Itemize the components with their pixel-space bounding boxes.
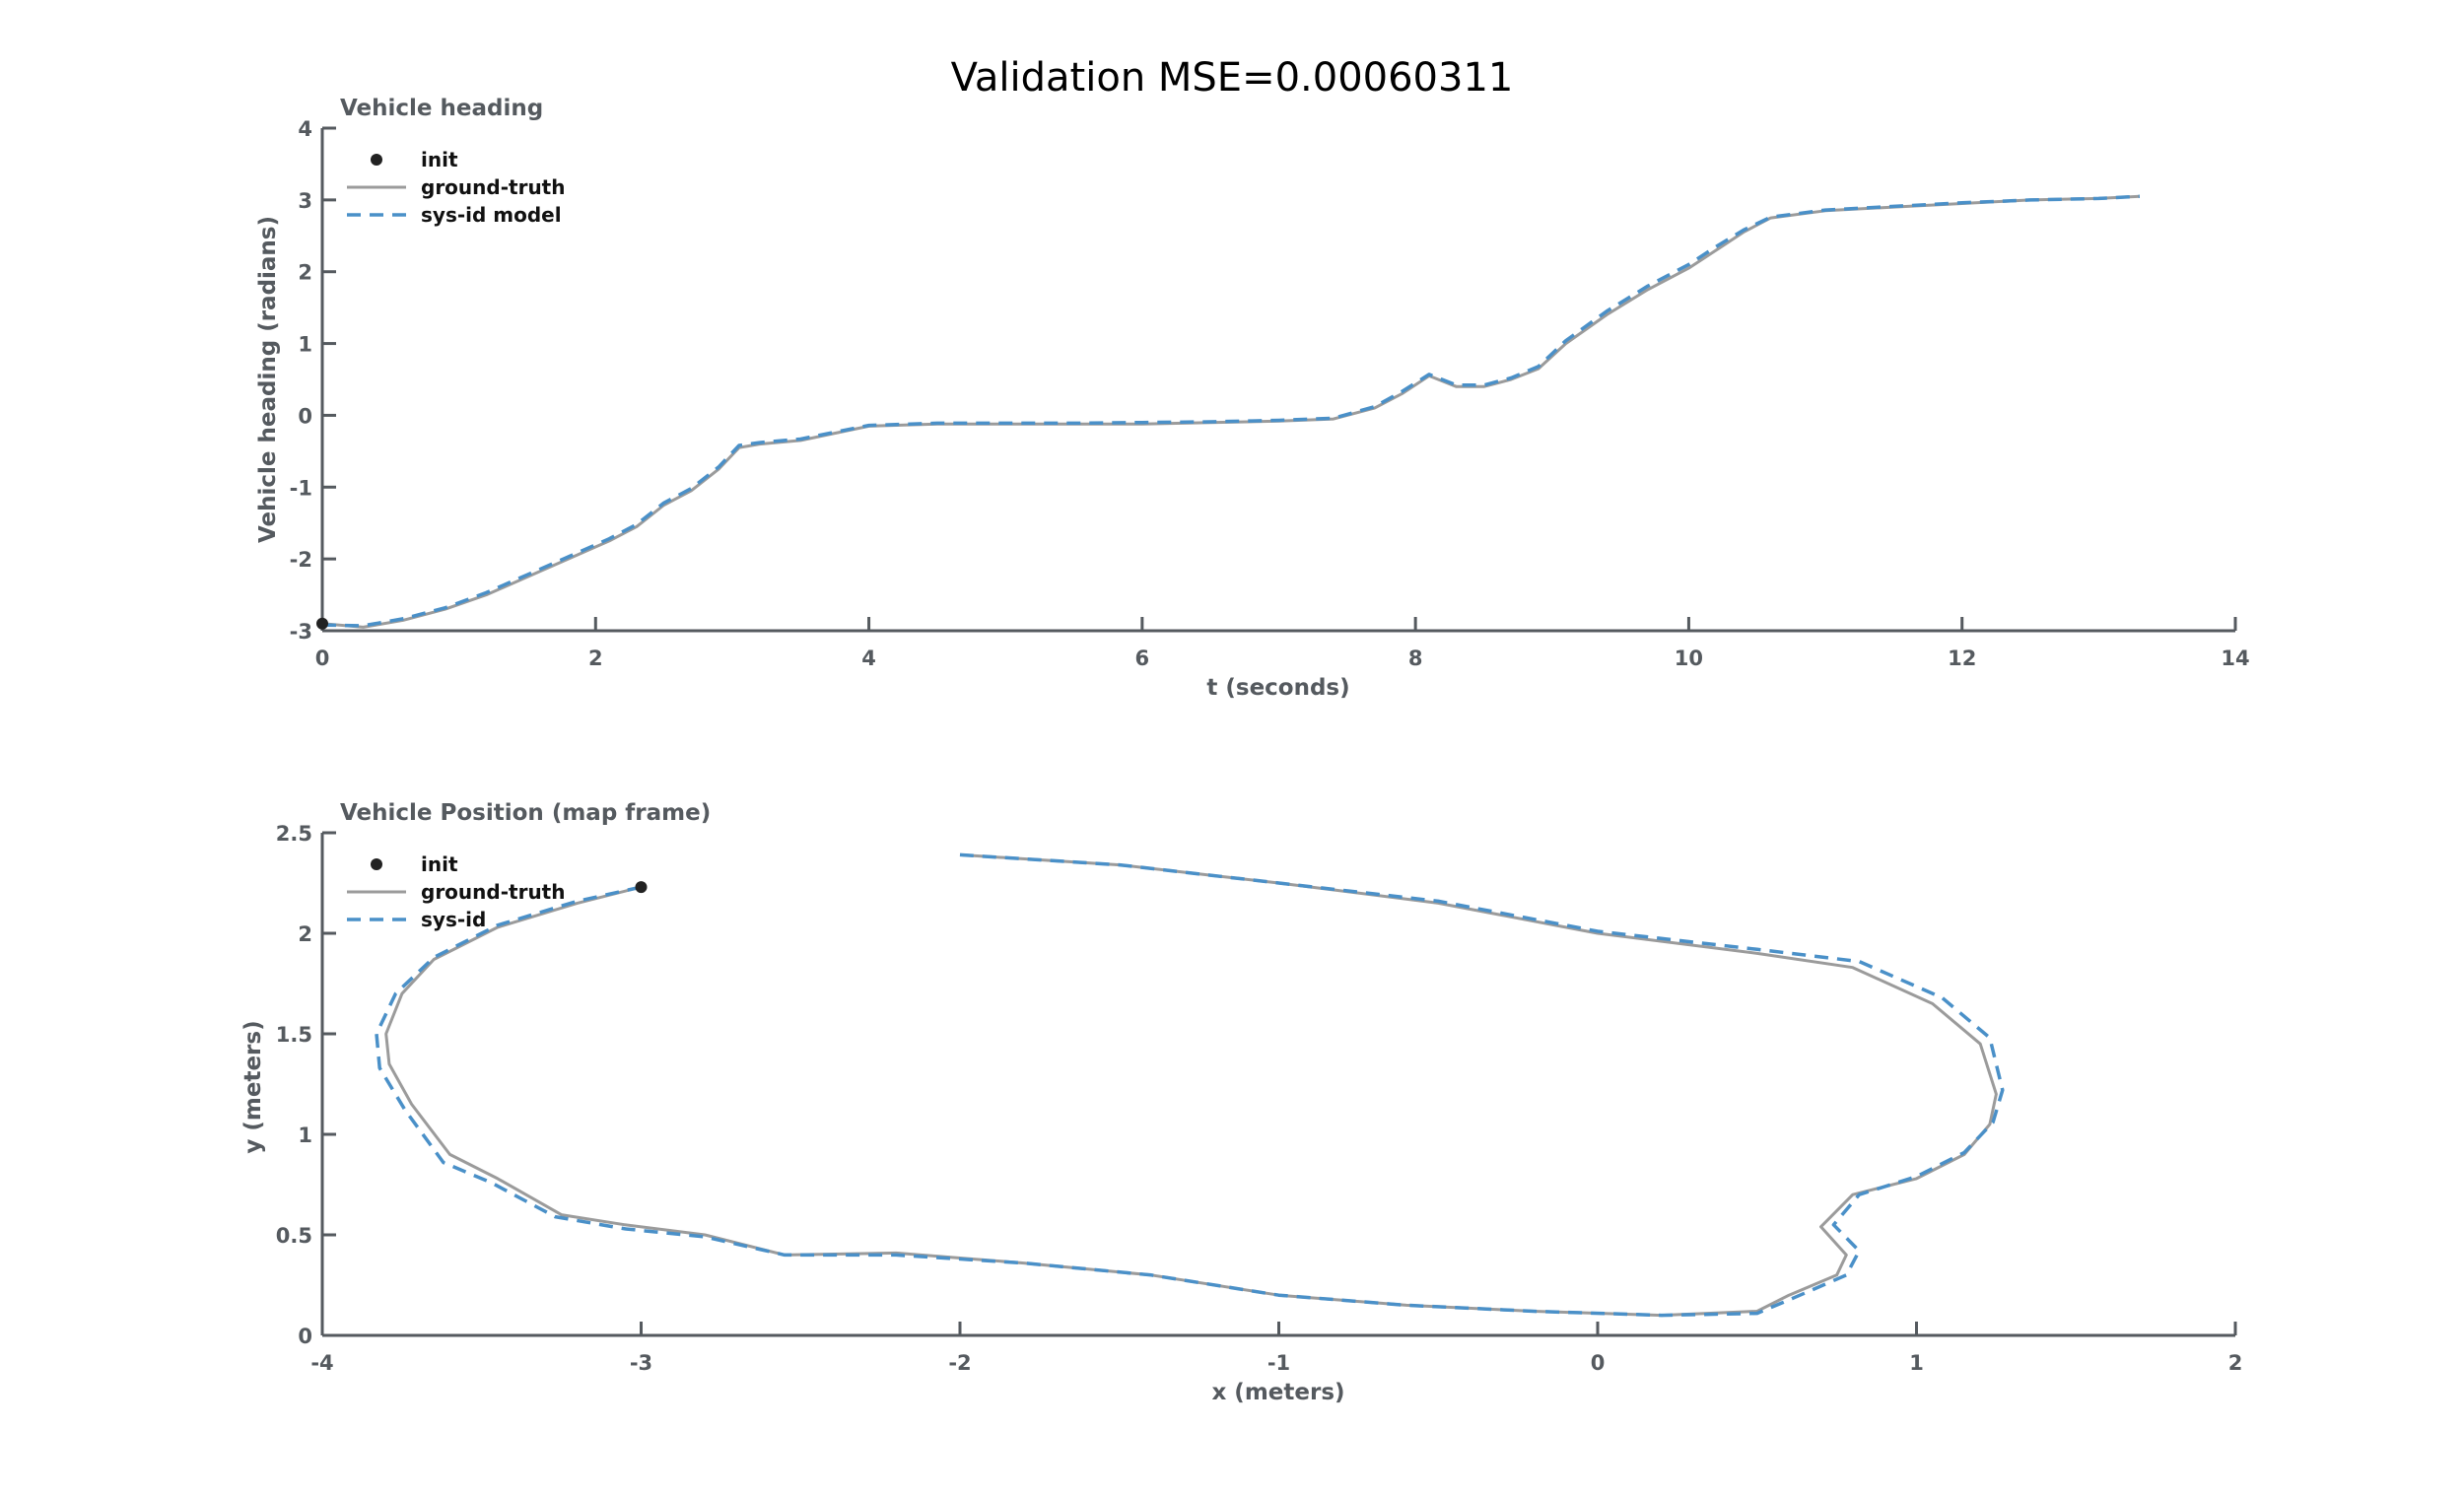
position-ticks: -4 -3 -2 -1 0 1 2 0 0.5 1 1.5 2 2.5 (276, 822, 2243, 1375)
heading-legend: init ground-truth sys-id model (347, 148, 565, 227)
heading-x-tick-label: 8 (1408, 647, 1423, 670)
heading-legend-label: ground-truth (421, 175, 565, 199)
position-x-tick-label: 1 (1909, 1351, 1924, 1375)
heading-x-tick-label: 10 (1675, 647, 1703, 670)
heading-series (316, 194, 2140, 630)
heading-y-tick-label: 1 (298, 333, 312, 357)
heading-x-tick-label: 14 (2221, 647, 2249, 670)
position-series-ground-truth-line (384, 852, 1998, 1318)
heading-y-tick-label: 4 (298, 117, 312, 141)
position-y-tick-label: 0 (298, 1325, 312, 1348)
position-x-tick-label: -1 (1267, 1351, 1290, 1375)
heading-x-tick-label: 2 (588, 647, 603, 670)
position-series (375, 852, 2005, 1318)
position-legend-swatch-init (371, 858, 382, 870)
heading-y-tick-label: 3 (298, 189, 312, 213)
heading-x-tick-label: 6 (1135, 647, 1150, 670)
position-x-tick-label: 2 (2228, 1351, 2243, 1375)
position-x-tick-label: 0 (1591, 1351, 1606, 1375)
heading-legend-label: sys-id model (421, 203, 562, 227)
heading-legend-swatch-init (371, 154, 382, 166)
heading-x-axis-label: t (seconds) (1206, 675, 1349, 701)
position-y-tick-label: 1.5 (276, 1023, 312, 1047)
position-y-tick-label: 1 (298, 1124, 312, 1147)
position-x-tick-label: -3 (630, 1351, 652, 1375)
heading-x-tick-label: 0 (315, 647, 330, 670)
heading-y-tick-label: -3 (290, 620, 312, 644)
position-x-tick-label: -4 (310, 1351, 333, 1375)
heading-series-model-line (321, 194, 2140, 628)
position-axes-title: Vehicle Position (map frame) (340, 800, 711, 826)
heading-y-tick-label: -2 (290, 548, 312, 572)
position-y-tick-label: 0.5 (276, 1224, 312, 1248)
position-x-axis-label: x (meters) (1211, 1380, 1344, 1405)
position-init-point (635, 881, 648, 894)
position-legend: init ground-truth sys-id (347, 852, 565, 931)
heading-y-tick-label: -1 (290, 476, 312, 500)
position-y-tick-label: 2 (298, 922, 312, 946)
heading-init-point (316, 617, 328, 630)
heading-y-axis-label: Vehicle heading (radians) (255, 216, 281, 543)
heading-y-tick-label: 2 (298, 261, 312, 285)
heading-axes: Vehicle heading t (seconds) Vehicle head… (255, 96, 2250, 701)
heading-x-tick-label: 12 (1948, 647, 1976, 670)
figure-title: Validation MSE=0.00060311 (951, 55, 1514, 101)
position-legend-label: sys-id (421, 908, 486, 931)
heading-legend-label: init (421, 148, 458, 171)
position-legend-label: ground-truth (421, 880, 565, 904)
position-axes: Vehicle Position (map frame) x (meters) … (240, 800, 2242, 1405)
position-x-tick-label: -2 (948, 1351, 971, 1375)
position-legend-label: init (421, 852, 458, 876)
heading-axes-title: Vehicle heading (340, 96, 543, 121)
position-series-model-line (375, 852, 2005, 1318)
heading-x-tick-label: 4 (861, 647, 876, 670)
heading-y-tick-label: 0 (298, 404, 312, 428)
position-y-tick-label: 2.5 (276, 822, 312, 846)
position-y-axis-label: y (meters) (240, 1020, 266, 1153)
heading-series-ground-truth-line (321, 194, 2140, 629)
